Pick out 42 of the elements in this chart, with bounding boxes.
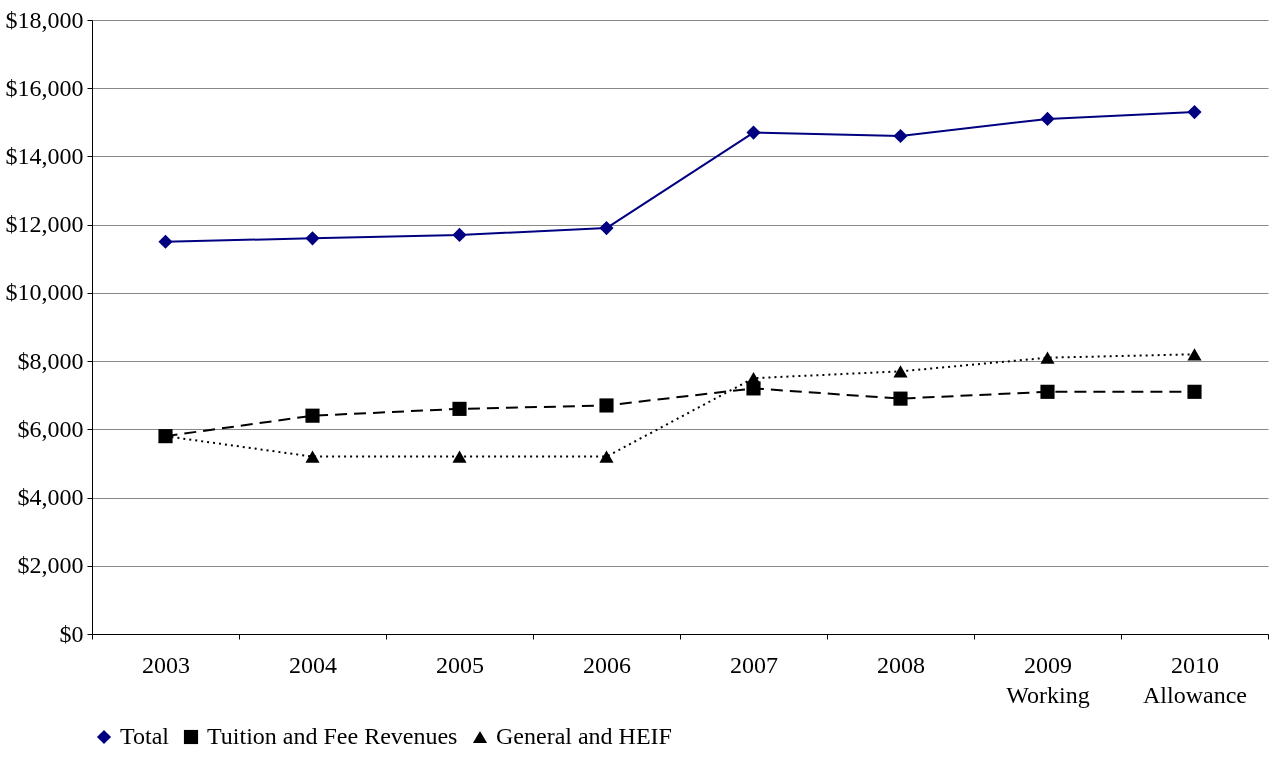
y-tick-label: $16,000 (5, 74, 84, 101)
point (1187, 384, 1202, 399)
point (893, 128, 908, 144)
y-tick-label: $18,000 (5, 6, 84, 33)
point (893, 365, 908, 378)
x-tick-label: 2004 (289, 651, 337, 678)
point (1040, 384, 1055, 399)
point (158, 234, 173, 249)
point (746, 372, 761, 385)
y-tick-label: $6,000 (17, 415, 84, 442)
point (305, 450, 320, 463)
point (599, 221, 614, 236)
y-tick-label: $2,000 (17, 552, 84, 579)
point (305, 231, 320, 246)
legend-label: Total (120, 723, 170, 749)
y-tick-label: $8,000 (17, 347, 84, 374)
x-tick-label: 2003 (142, 651, 190, 678)
legend-label: General and HEIF (496, 723, 672, 749)
point (1040, 351, 1055, 364)
point (305, 408, 320, 423)
legend-label: Tuition and Fee Revenues (207, 723, 458, 749)
point (746, 125, 761, 140)
y-tick-label: $12,000 (5, 211, 84, 238)
point (1040, 111, 1055, 126)
y-tick-label: $4,000 (17, 484, 84, 511)
x-tick-label: 2010 Allowance (1143, 651, 1247, 708)
y-tick-label: $10,000 (5, 279, 84, 306)
point (599, 450, 614, 463)
x-tick-label: 2007 (730, 651, 778, 678)
x-tick-label: 2008 (877, 651, 925, 678)
point (1187, 348, 1202, 361)
point (599, 398, 614, 413)
point (1187, 105, 1202, 120)
point (452, 227, 467, 242)
point (893, 391, 908, 406)
y-tick-label: $14,000 (5, 142, 84, 169)
x-tick-label: 2009 Working (1006, 651, 1090, 708)
x-tick-label: 2006 (583, 651, 631, 678)
x-tick-label: 2005 (436, 651, 484, 678)
point (452, 401, 467, 416)
y-tick-label: $0 (59, 620, 84, 647)
point (452, 450, 467, 463)
